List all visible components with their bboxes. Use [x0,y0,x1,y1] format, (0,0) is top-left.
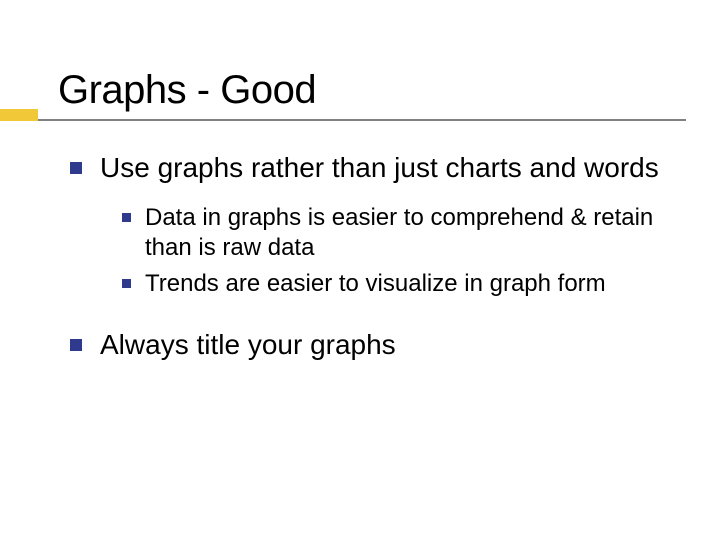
list-item-text: Use graphs rather than just charts and w… [100,150,659,185]
list-item-text: Trends are easier to visualize in graph … [145,269,606,299]
square-bullet-icon [70,339,82,351]
square-bullet-icon [122,213,131,222]
title-accent-bar [0,109,38,121]
sublist: Data in graphs is easier to comprehend &… [122,203,670,299]
list-item-text: Always title your graphs [100,327,396,362]
list-item: Data in graphs is easier to comprehend &… [122,203,670,263]
list-item: Always title your graphs [70,327,670,362]
list-item: Trends are easier to visualize in graph … [122,269,670,299]
list-item: Use graphs rather than just charts and w… [70,150,670,185]
list-item-text: Data in graphs is easier to comprehend &… [145,203,670,263]
title-underline [38,119,686,121]
slide-title: Graphs - Good [58,68,316,113]
square-bullet-icon [122,279,131,288]
square-bullet-icon [70,162,82,174]
slide-content: Use graphs rather than just charts and w… [70,150,670,380]
